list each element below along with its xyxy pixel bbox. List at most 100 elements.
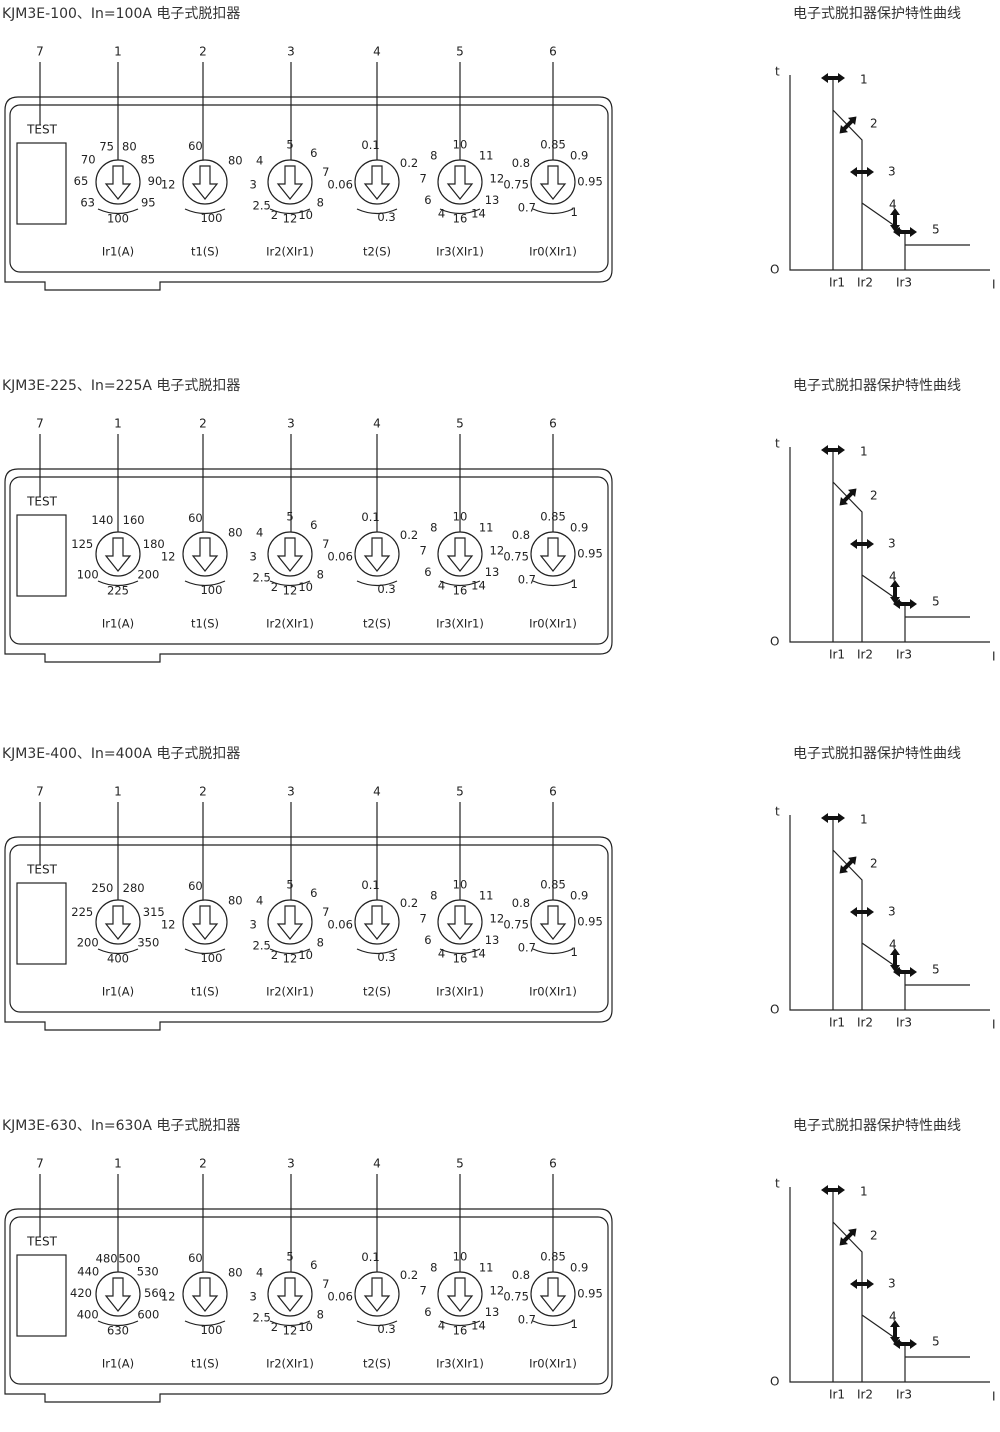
curve-marker-label: 5 xyxy=(932,1335,940,1349)
dial-label: 225 xyxy=(71,905,93,919)
dial-pointer xyxy=(191,905,219,940)
dial-label: 0.7 xyxy=(518,1313,536,1327)
dial-label: 90 xyxy=(148,174,163,188)
dial-label: 225 xyxy=(107,584,129,598)
dial-label: 14 xyxy=(471,947,486,961)
callout-number: 7 xyxy=(36,1157,44,1171)
dial-arc xyxy=(97,1320,139,1327)
dial-arc xyxy=(269,580,311,587)
dial-label: 0.3 xyxy=(377,582,395,596)
curve-x-label: Ir3 xyxy=(896,648,912,662)
curve-marker-label: 3 xyxy=(888,537,896,551)
dial-label: 7 xyxy=(419,543,426,557)
double-arrow xyxy=(850,907,874,917)
dial-name: t2(S) xyxy=(363,1357,391,1371)
dial-label: 280 xyxy=(123,881,145,895)
dial-label: 7 xyxy=(322,1277,329,1291)
dial-label: 400 xyxy=(77,1308,99,1322)
dial xyxy=(95,159,141,205)
curve-marker-label: 4 xyxy=(889,198,897,212)
dial-name: Ir1(A) xyxy=(102,617,134,631)
callout-number: 5 xyxy=(456,1157,464,1171)
dial xyxy=(437,899,483,945)
curve-marker-label: 1 xyxy=(860,1185,868,1199)
axis-i: I xyxy=(992,278,996,292)
dial-name: t1(S) xyxy=(191,1357,219,1371)
dial-arc xyxy=(184,580,226,587)
dial-label: 0.3 xyxy=(377,1322,395,1336)
dial-name: Ir1(A) xyxy=(102,985,134,999)
dial-label: 5 xyxy=(286,138,293,152)
curve-marker-label: 4 xyxy=(889,1310,897,1324)
callout-number: 7 xyxy=(36,785,44,799)
dial-name: Ir3(XIr1) xyxy=(436,1357,484,1371)
dial-pointer xyxy=(104,537,132,572)
panel-title: KJM3E-400、In=400A 电子式脱扣器 xyxy=(2,746,240,762)
callout-number: 6 xyxy=(549,785,557,799)
dial-label: 5 xyxy=(286,878,293,892)
dial-label: 80 xyxy=(228,1265,243,1279)
dial-name: t1(S) xyxy=(191,245,219,259)
dial-label: 80 xyxy=(228,893,243,907)
dial-arc xyxy=(532,1320,574,1327)
curve-marker-label: 3 xyxy=(888,1277,896,1291)
dial-name: Ir0(XIr1) xyxy=(529,1357,577,1371)
dial-label: 7 xyxy=(419,171,426,185)
dial-label: 10 xyxy=(453,878,468,892)
double-arrow xyxy=(821,1185,845,1195)
double-arrow xyxy=(890,1320,900,1344)
dial-label: 8 xyxy=(430,1260,437,1274)
test-label: TEST xyxy=(26,863,58,877)
dial-arc xyxy=(269,1320,311,1327)
dial xyxy=(530,899,576,945)
dial xyxy=(354,1271,400,1317)
dial-label: 63 xyxy=(80,196,95,210)
dial xyxy=(354,159,400,205)
dial-label: 5 xyxy=(286,510,293,524)
dial-arc xyxy=(184,948,226,955)
dial-label: 4 xyxy=(256,153,263,167)
dial xyxy=(530,1271,576,1317)
dial-label: 0.9 xyxy=(570,888,588,902)
dial-label: 8 xyxy=(317,196,324,210)
dial-label: 11 xyxy=(479,888,494,902)
dial-label: 1 xyxy=(571,577,578,591)
axis-t: t xyxy=(775,805,780,819)
curve-title: 电子式脱扣器保护特性曲线 xyxy=(793,378,961,394)
callout-number: 4 xyxy=(373,1157,381,1171)
dial-pointer xyxy=(276,537,304,572)
dial-label: 0.8 xyxy=(512,896,530,910)
dial-label: 12 xyxy=(161,918,176,932)
dial-label: 4 xyxy=(438,1319,445,1333)
curve-title: 电子式脱扣器保护特性曲线 xyxy=(793,1118,961,1134)
curve-line xyxy=(832,1192,970,1382)
double-arrow xyxy=(890,948,900,972)
dial-label: 0.85 xyxy=(540,878,566,892)
dial-label: 10 xyxy=(298,580,313,594)
callout-number: 2 xyxy=(199,1157,207,1171)
dial-label: 0.7 xyxy=(518,573,536,587)
dial-label: 12 xyxy=(283,584,298,598)
dial-label: 530 xyxy=(137,1265,159,1279)
axes xyxy=(789,447,990,643)
callout-number: 1 xyxy=(114,1157,122,1171)
double-arrow xyxy=(893,227,917,237)
dial-arc xyxy=(184,208,226,215)
dial-label: 4 xyxy=(438,579,445,593)
dial xyxy=(182,159,228,205)
dial-label: 315 xyxy=(143,905,165,919)
dial-label: 1 xyxy=(571,1317,578,1331)
dial-label: 6 xyxy=(310,146,317,160)
dial-label: 0.85 xyxy=(540,510,566,524)
dial-label: 11 xyxy=(479,148,494,162)
dial-label: 12 xyxy=(490,543,505,557)
dial-label: 0.75 xyxy=(503,178,529,192)
dial-name: Ir0(XIr1) xyxy=(529,617,577,631)
curve-x-label: Ir1 xyxy=(829,648,845,662)
dial-pointer xyxy=(104,1277,132,1312)
curve-x-label: Ir2 xyxy=(857,1388,873,1402)
curve-marker-label: 2 xyxy=(870,489,878,503)
housing-outer xyxy=(4,96,613,291)
dial-label: 350 xyxy=(137,936,159,950)
